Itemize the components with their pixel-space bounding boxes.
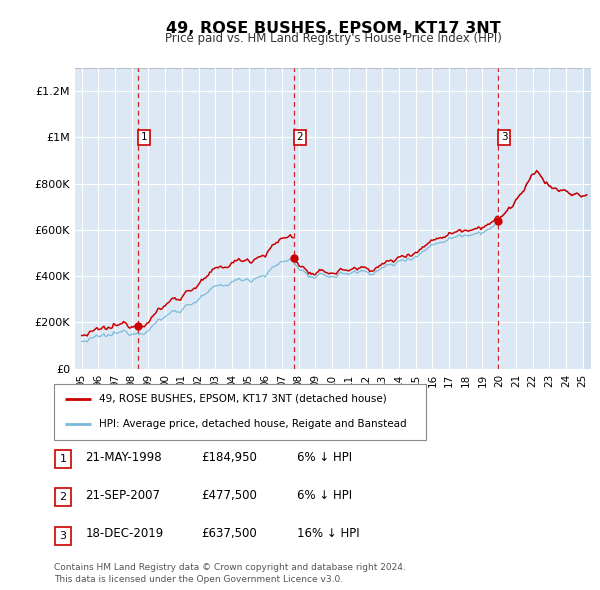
Text: £637,500: £637,500 — [201, 527, 257, 540]
Text: 1: 1 — [140, 132, 147, 142]
Text: 21-SEP-2007: 21-SEP-2007 — [85, 489, 160, 502]
Text: 49, ROSE BUSHES, EPSOM, KT17 3NT (detached house): 49, ROSE BUSHES, EPSOM, KT17 3NT (detach… — [98, 394, 386, 404]
Text: 16% ↓ HPI: 16% ↓ HPI — [297, 527, 359, 540]
Text: Price paid vs. HM Land Registry's House Price Index (HPI): Price paid vs. HM Land Registry's House … — [164, 32, 502, 45]
Text: £477,500: £477,500 — [201, 489, 257, 502]
Text: 3: 3 — [501, 132, 508, 142]
FancyBboxPatch shape — [55, 489, 71, 506]
Text: 6% ↓ HPI: 6% ↓ HPI — [297, 451, 352, 464]
Bar — [583, 68, 591, 369]
FancyBboxPatch shape — [55, 527, 71, 545]
Text: 6% ↓ HPI: 6% ↓ HPI — [297, 489, 352, 502]
Text: Contains HM Land Registry data © Crown copyright and database right 2024.
This d: Contains HM Land Registry data © Crown c… — [54, 563, 406, 584]
Text: HPI: Average price, detached house, Reigate and Banstead: HPI: Average price, detached house, Reig… — [98, 419, 406, 430]
Text: 21-MAY-1998: 21-MAY-1998 — [85, 451, 162, 464]
Text: 2: 2 — [296, 132, 303, 142]
Text: 2: 2 — [59, 493, 67, 502]
FancyBboxPatch shape — [54, 384, 426, 440]
Text: 1: 1 — [59, 454, 67, 464]
Text: 3: 3 — [59, 531, 67, 540]
Text: 18-DEC-2019: 18-DEC-2019 — [85, 527, 163, 540]
FancyBboxPatch shape — [55, 450, 71, 468]
Text: £184,950: £184,950 — [201, 451, 257, 464]
Text: 49, ROSE BUSHES, EPSOM, KT17 3NT: 49, ROSE BUSHES, EPSOM, KT17 3NT — [166, 21, 500, 35]
